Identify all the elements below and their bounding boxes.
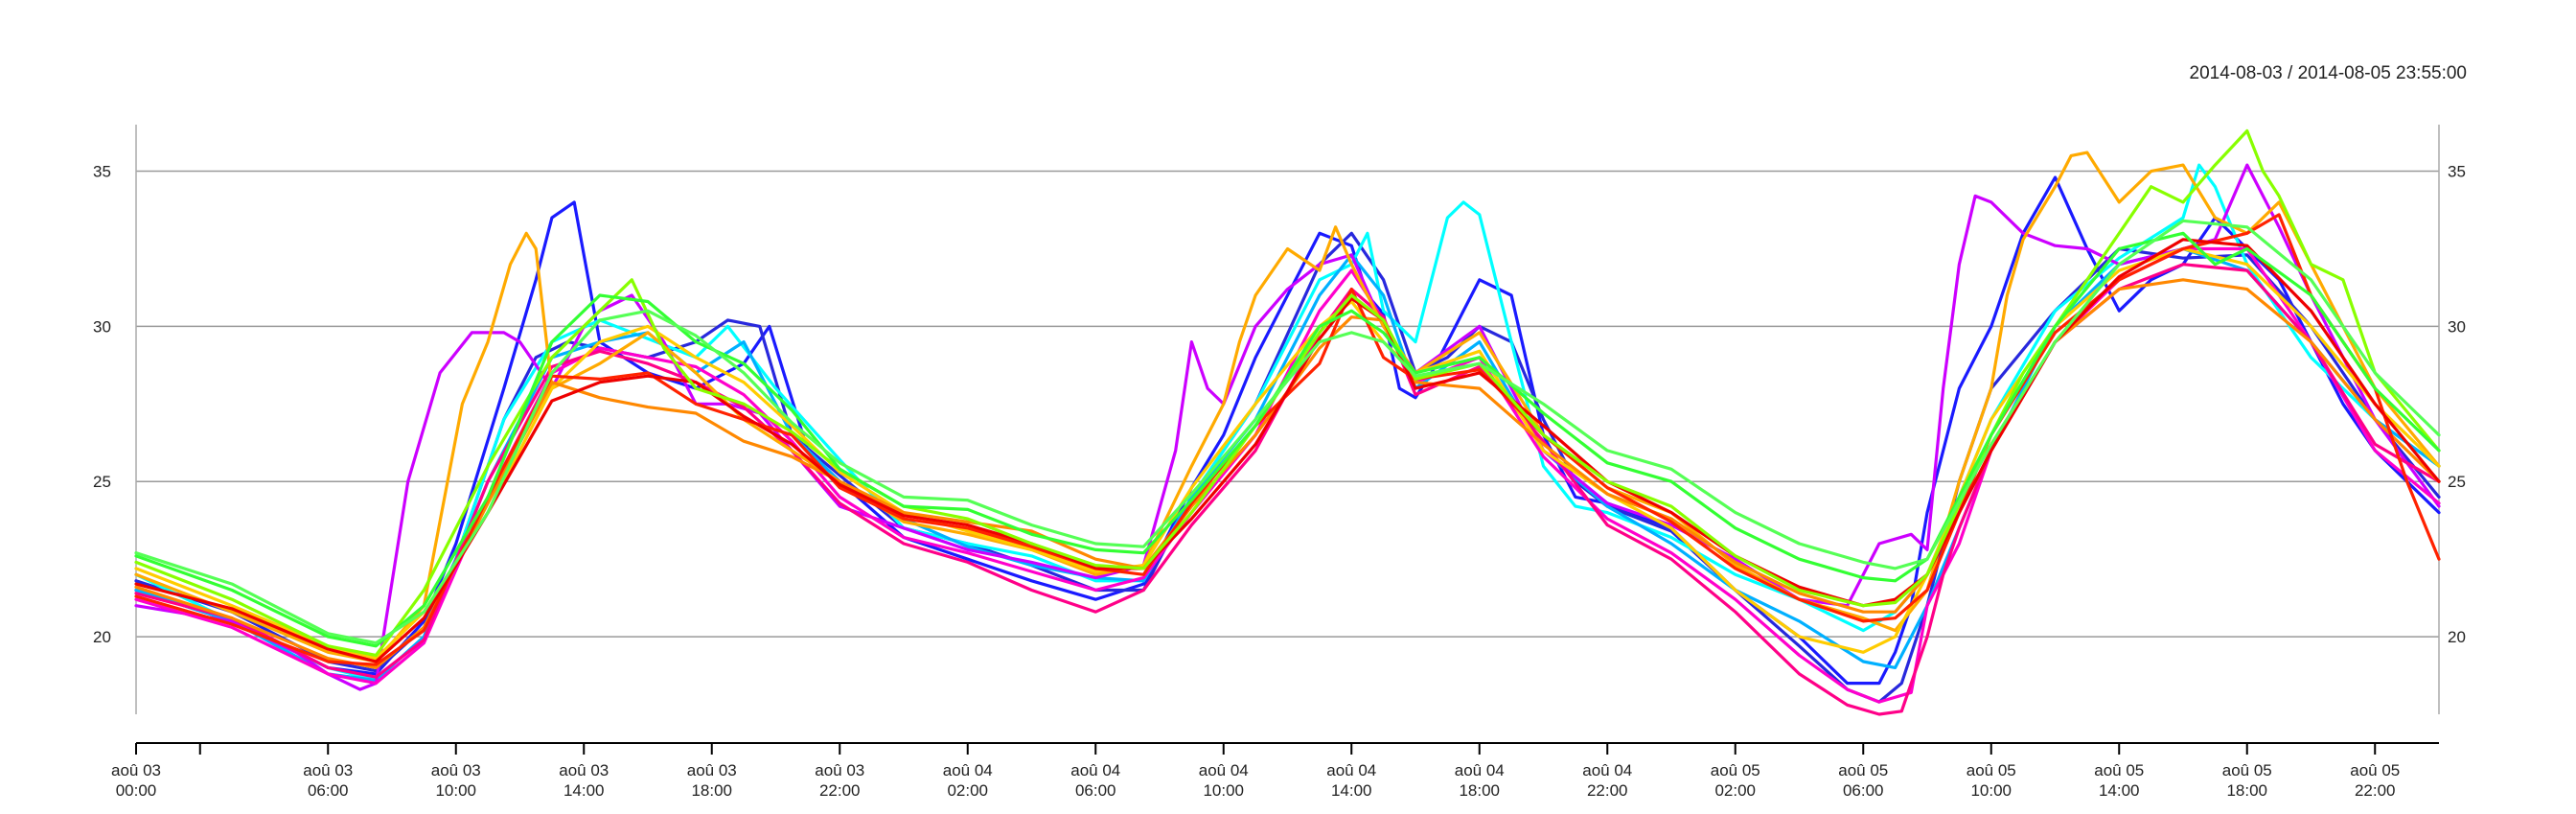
x-tick-label-time: 06:00: [308, 781, 349, 800]
y-tick-label-right: 25: [2448, 473, 2466, 491]
x-tick-label-date: aoû 04: [1455, 761, 1505, 779]
x-tick-label-time: 22:00: [819, 781, 861, 800]
x-tick-label-time: 00:00: [116, 781, 157, 800]
x-tick-label-date: aoû 05: [2094, 761, 2144, 779]
x-tick-label-date: aoû 04: [1326, 761, 1376, 779]
x-tick-label-time: 14:00: [1331, 781, 1372, 800]
x-tick-label-time: 14:00: [2099, 781, 2140, 800]
series-line-8: [134, 151, 2441, 663]
x-tick-label-date: aoû 03: [431, 761, 481, 779]
series-line-5: [134, 163, 2441, 691]
y-tick-label-left: 25: [93, 473, 111, 491]
y-tick-label-left: 20: [93, 628, 111, 646]
x-tick-label-date: aoû 05: [1838, 761, 1888, 779]
series-line-11: [134, 213, 2441, 666]
x-tick-label-date: aoû 04: [1199, 761, 1249, 779]
x-tick-label-time: 18:00: [2226, 781, 2267, 800]
x-tick-label-time: 18:00: [691, 781, 732, 800]
x-tick-label-date: aoû 04: [943, 761, 993, 779]
x-tick-label-date: aoû 05: [1711, 761, 1760, 779]
y-tick-label-right: 35: [2448, 163, 2466, 181]
series-line-12: [134, 238, 2441, 663]
x-tick-label-date: aoû 04: [1070, 761, 1120, 779]
chart-subtitle: 2014-08-03 / 2014-08-05 23:55:00: [2189, 63, 2467, 83]
x-tick-label-time: 10:00: [1970, 781, 2012, 800]
x-tick-label-time: 06:00: [1843, 781, 1884, 800]
series-line-13: [134, 128, 2441, 658]
x-tick-label-time: 02:00: [1714, 781, 1756, 800]
x-tick-label-time: 18:00: [1459, 781, 1500, 800]
x-tick-label-time: 22:00: [1587, 781, 1628, 800]
series-line-3: [134, 163, 2441, 683]
x-tick-label-time: 06:00: [1075, 781, 1116, 800]
x-tick-label-date: aoû 03: [303, 761, 353, 779]
x-tick-label-date: aoû 05: [2222, 761, 2272, 779]
x-tick-label-date: aoû 05: [1966, 761, 2016, 779]
x-tick-label-time: 10:00: [435, 781, 476, 800]
series-line-15: [134, 219, 2441, 645]
y-tick-label-left: 30: [93, 317, 111, 336]
x-tick-label-date: aoû 04: [1582, 761, 1632, 779]
x-tick-label-time: 22:00: [2355, 781, 2396, 800]
x-tick-label-time: 10:00: [1203, 781, 1244, 800]
x-tick-label-time: 02:00: [947, 781, 988, 800]
x-tick-label-date: aoû 03: [559, 761, 609, 779]
y-tick-label-left: 35: [93, 163, 111, 181]
x-tick-label-date: aoû 03: [815, 761, 864, 779]
y-tick-label-right: 20: [2448, 628, 2466, 646]
x-tick-label-time: 14:00: [564, 781, 605, 800]
series-line-10: [134, 278, 2441, 670]
series-line-14: [134, 231, 2441, 648]
x-tick-label-date: aoû 03: [111, 761, 161, 779]
x-tick-label-date: aoû 03: [687, 761, 737, 779]
y-tick-label-right: 30: [2448, 317, 2466, 336]
x-tick-label-date: aoû 05: [2350, 761, 2400, 779]
